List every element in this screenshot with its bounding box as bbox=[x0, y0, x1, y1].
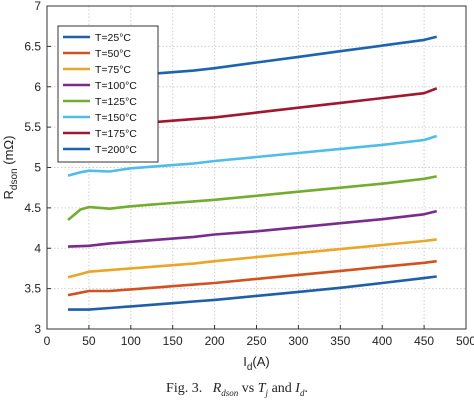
y-axis-label: Rdson (mΩ) bbox=[1, 136, 20, 200]
legend-entry: T=125°C bbox=[95, 96, 137, 108]
x-axis-label: Id(A) bbox=[243, 354, 270, 373]
legend: T=25°C T=50°C T=75°C T=100°C T=125°C T=150°C T… bbox=[57, 25, 159, 163]
legend-entry: T=150°C bbox=[95, 112, 137, 124]
caption-and: and bbox=[268, 381, 296, 396]
series-line bbox=[67, 238, 437, 279]
x-tick-label: 200 bbox=[205, 334, 225, 348]
legend-entry: T=75°C bbox=[95, 64, 131, 76]
legend-entry: T=200°C bbox=[95, 144, 137, 156]
y-tick-label: 7 bbox=[34, 0, 41, 13]
series-line bbox=[139, 35, 438, 76]
series-line bbox=[67, 209, 438, 248]
x-tick-label: 50 bbox=[82, 334, 96, 348]
x-tick-label: 100 bbox=[121, 334, 141, 348]
y-tick-label: 3 bbox=[34, 322, 41, 336]
x-tick-label: 150 bbox=[163, 334, 183, 348]
caption-tj: Tj bbox=[257, 381, 269, 398]
caption-id: Id bbox=[295, 381, 305, 398]
caption-rdson: Rdson bbox=[212, 381, 239, 398]
caption-vs: vs bbox=[238, 381, 258, 396]
y-tick-label: 3.5 bbox=[24, 282, 41, 296]
series-line bbox=[68, 275, 437, 311]
x-tick-label: 0 bbox=[44, 334, 51, 348]
series-line bbox=[67, 259, 437, 297]
y-tick-label: 6.5 bbox=[24, 39, 41, 53]
x-tick-label: 250 bbox=[246, 334, 266, 348]
y-tick-label: 5.5 bbox=[24, 120, 41, 134]
x-tick-label: 400 bbox=[372, 334, 392, 348]
x-axis-ticks: 0 50 100 150 200 250 300 350 400 450 500 bbox=[44, 325, 474, 348]
legend-box bbox=[57, 25, 159, 163]
x-tick-label: 300 bbox=[288, 334, 308, 348]
series-line bbox=[139, 87, 438, 124]
grid-lines bbox=[46, 5, 467, 330]
y-tick-label: 4 bbox=[34, 241, 41, 255]
legend-entry: T=100°C bbox=[95, 80, 137, 92]
series-line bbox=[67, 134, 438, 177]
caption-prefix: Fig. 3. bbox=[166, 381, 203, 396]
y-tick-label: 6 bbox=[34, 80, 41, 94]
y-axis-ticks: 3 3.5 4 4.5 5 5.5 6 6.5 7 bbox=[24, 0, 51, 336]
y-tick-label: 5 bbox=[34, 161, 41, 175]
figure-caption: Fig. 3. Rdson vs Tj and Id. bbox=[0, 381, 474, 398]
caption-end: . bbox=[304, 381, 308, 396]
legend-entry: T=25°C bbox=[95, 32, 131, 44]
x-tick-label: 450 bbox=[414, 334, 434, 348]
series-lines bbox=[67, 35, 438, 311]
y-tick-label: 4.5 bbox=[24, 201, 41, 215]
rdson-line-chart: 0 50 100 150 200 250 300 350 400 450 500 3 3.5 4 4.5 5… bbox=[1, 0, 474, 373]
legend-entry: T=175°C bbox=[95, 128, 137, 140]
series-line bbox=[67, 175, 437, 221]
x-tick-label: 500 bbox=[456, 334, 474, 348]
x-tick-label: 350 bbox=[330, 334, 350, 348]
legend-entry: T=50°C bbox=[95, 48, 131, 60]
